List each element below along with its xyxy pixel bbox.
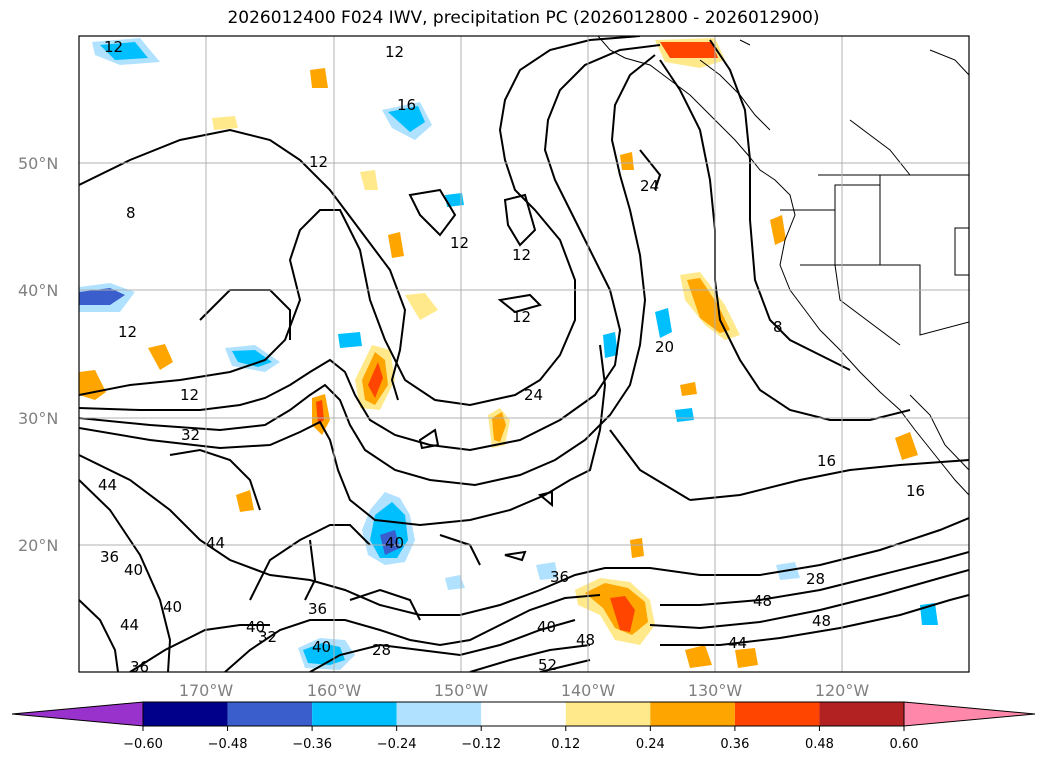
contour-label: 8 (773, 318, 783, 336)
colorbar-extend-low (11, 701, 144, 727)
colorbar-tick-label: 0.24 (636, 737, 665, 752)
contour-label: 12 (309, 153, 328, 171)
contour-label: 44 (120, 616, 139, 634)
map-title: 2026012400 F024 IWV, precipitation PC (2… (227, 8, 820, 28)
colorbar-border (142, 701, 905, 727)
contour-label: 40 (163, 598, 182, 616)
longitude-labels: 170°W 160°W 150°W 140°W 130°W 120°W (179, 681, 870, 700)
colorbar-segment (650, 702, 735, 726)
contour-label: 24 (640, 177, 659, 195)
contour-label: 40 (385, 534, 404, 552)
contour-labels: 12 12 16 12 8 12 12 12 24 12 20 8 24 12 … (98, 38, 925, 676)
contour-label: 12 (180, 386, 199, 404)
lon-label-150w: 150°W (434, 681, 489, 700)
lon-label-130w: 130°W (688, 681, 743, 700)
contour-label: 36 (100, 548, 119, 566)
contour-label: 32 (181, 426, 200, 444)
contour-label: 40 (537, 618, 556, 636)
colorbar-tick-label: 0.48 (805, 737, 834, 752)
colorbar-tick-label: 0.12 (551, 737, 580, 752)
colorbar-tick-label: −0.48 (208, 737, 248, 752)
graticule (79, 36, 969, 672)
contour-label: 40 (246, 618, 265, 636)
colorbar-segment (227, 702, 313, 726)
colorbar-tick-label: −0.36 (292, 737, 332, 752)
contour-label: 40 (124, 561, 143, 579)
colorbar-segment (565, 702, 651, 726)
map-area (79, 36, 969, 672)
contour-label: 44 (206, 534, 225, 552)
colorbar-segment (312, 702, 397, 726)
colorbar-segment (396, 702, 482, 726)
contour-label: 40 (312, 638, 331, 656)
contour-label: 44 (98, 476, 117, 494)
contour-label: 12 (118, 323, 137, 341)
contour-label: 48 (753, 592, 772, 610)
colorbar-tick-label: −0.60 (123, 737, 163, 752)
lat-label-40: 40°N (18, 281, 58, 300)
contour-label: 12 (385, 43, 404, 61)
contour-label: 20 (655, 338, 674, 356)
colorbar-tick-label: 0.60 (890, 737, 919, 752)
contour-label: 12 (450, 234, 469, 252)
colorbar: −0.60 −0.48 −0.36 −0.24 −0.12 0.12 0.24 0.36 0.4… (11, 701, 1036, 752)
contour-label: 32 (258, 628, 277, 646)
iwv-contour-layer (79, 36, 969, 672)
contour-label: 8 (126, 204, 136, 222)
lat-label-50: 50°N (18, 154, 58, 173)
contour-label: 44 (728, 634, 747, 652)
colorbar-segment (143, 702, 228, 726)
contour-label: 28 (806, 570, 825, 588)
contour-label: 48 (576, 631, 595, 649)
colorbar-tick-label: −0.24 (377, 737, 417, 752)
lon-label-120w: 120°W (815, 681, 870, 700)
lon-label-160w: 160°W (307, 681, 362, 700)
contour-label: 24 (524, 386, 543, 404)
contour-label: 16 (906, 482, 925, 500)
contour-label: 16 (817, 452, 836, 470)
contour-label: 48 (812, 612, 831, 630)
contour-label: 12 (512, 246, 531, 264)
colorbar-segment (481, 702, 566, 726)
colorbar-segment (734, 702, 820, 726)
contour-label: 36 (130, 658, 149, 676)
contour-label: 12 (512, 308, 531, 326)
lon-label-140w: 140°W (561, 681, 616, 700)
contour-label: 36 (308, 600, 327, 618)
contour-label: 28 (372, 641, 391, 659)
map-border (78, 35, 970, 673)
contour-label: 16 (397, 96, 416, 114)
contour-label: 12 (104, 38, 123, 56)
contour-label: 36 (550, 568, 569, 586)
colorbar-extend-high (903, 701, 1036, 727)
latitude-labels: 50°N 40°N 30°N 20°N (18, 154, 58, 555)
lat-label-20: 20°N (18, 536, 58, 555)
colorbar-tick-label: −0.12 (461, 737, 501, 752)
colorbar-segment (819, 702, 904, 726)
lat-label-30: 30°N (18, 409, 58, 428)
colorbar-tick-label: 0.36 (720, 737, 749, 752)
contour-label: 52 (538, 656, 557, 674)
lon-label-170w: 170°W (179, 681, 234, 700)
